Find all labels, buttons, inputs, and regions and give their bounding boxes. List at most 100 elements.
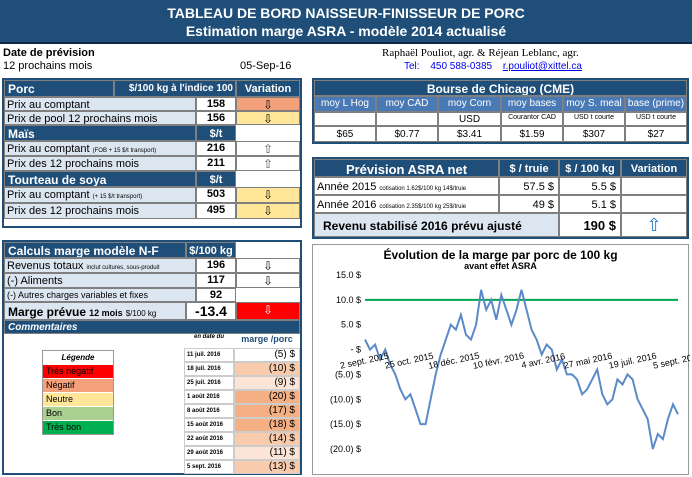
revenu-arrow-icon: ⇧ <box>621 213 687 237</box>
porc-spot-arrow-icon: ⇩ <box>236 97 300 111</box>
bourse-header: Bourse de Chicago (CME) <box>314 80 687 96</box>
porc-pool-value: 156 <box>196 111 236 125</box>
asra-col1: $ / truie <box>499 159 559 177</box>
calculs-panel: Calculs marge modèle N-F $/100 kg Revenu… <box>2 240 302 475</box>
chart-title: Évolution de la marge par porc de 100 kg <box>383 248 618 262</box>
history-marge: (17) $ <box>234 404 300 418</box>
tourteau-header: Tourteau de soya <box>4 171 196 187</box>
bourse-col-unit: USD <box>438 112 501 126</box>
legend-item: Bon <box>43 406 113 420</box>
mais-12m-arrow-icon: ⇧ <box>236 156 300 171</box>
date-label: Date de prévision <box>3 47 95 59</box>
history-date: 22 août 2016 <box>184 432 234 446</box>
chart-plot: 15.0 $ 10.0 $ 5.0 $ - $ (5.0) $ (10.0) $ (15.0… <box>330 271 690 454</box>
bourse-col-value: $65 <box>314 126 376 142</box>
history-date: 11 juil. 2016 <box>184 348 234 362</box>
tourteau-spot-value: 503 <box>196 187 236 203</box>
history-date: 15 août 2016 <box>184 418 234 432</box>
asra-panel: Prévision ASRA net $ / truie $ / 100 kg … <box>312 157 689 239</box>
history-date: 29 août 2016 <box>184 446 234 460</box>
porc-pool-label: Prix de pool 12 prochains mois <box>4 111 196 125</box>
y-tick-label: (10.0) $ <box>330 394 361 404</box>
x-tick-label: 5 sept. 2016 <box>652 351 690 371</box>
x-tick-label: 4 avr. 2016 <box>520 351 566 370</box>
history-date: 5 sept. 2016 <box>184 460 234 474</box>
history-date: 8 août 2016 <box>184 404 234 418</box>
bourse-col-unit: USD t courte <box>563 112 625 126</box>
y-tick-label: 15.0 $ <box>336 271 361 280</box>
asra-2015-v1: 57.5 $ <box>499 177 559 195</box>
tourteau-unit: $/t <box>196 171 236 187</box>
revenu-label: Revenu stabilisé 2016 prévu ajusté <box>314 213 559 237</box>
dashboard-banner: TABLEAU DE BORD NAISSEUR-FINISSEUR DE PO… <box>0 0 692 44</box>
revenu-value: 190 $ <box>559 213 621 237</box>
history-marge: (10) $ <box>234 362 300 376</box>
margin-chart: Évolution de la marge par porc de 100 kg… <box>312 244 690 475</box>
mais-12m-label: Prix des 12 prochains mois <box>4 156 196 171</box>
legend-title: Légende <box>61 353 95 362</box>
y-tick-label: (20.0) $ <box>330 444 361 454</box>
bourse-col-value: $3.41 <box>438 126 501 142</box>
x-tick-label: 2 sept. 2015 <box>339 351 390 371</box>
aliments-label: (-) Aliments <box>4 273 196 288</box>
porc-unit: $/100 kg à l'indice 100 <box>114 80 236 97</box>
porc-spot-value: 158 <box>196 97 236 111</box>
x-tick-label: 10 févr. 2016 <box>472 350 525 371</box>
bourse-col-unit: USD t courte <box>625 112 687 126</box>
x-tick-label: 19 juil. 2016 <box>608 351 658 371</box>
history-marge: (11) $ <box>234 446 300 460</box>
bourse-col-name: moy L Hog <box>314 96 376 112</box>
history-date-header: en date du <box>193 334 224 340</box>
tel-label: Tel: <box>404 61 420 72</box>
tourteau-12m-value: 495 <box>196 203 236 219</box>
banner-subtitle: Estimation marge ASRA - modèle 2014 actu… <box>185 23 507 39</box>
forecast-date: 05-Sep-16 <box>240 60 292 72</box>
marge-value: -13.4 <box>186 302 236 320</box>
bourse-col-unit <box>376 112 438 126</box>
email-link[interactable]: r.pouliot@xittel.ca <box>502 61 582 72</box>
marge-arrow-icon: ⇩ <box>236 302 300 320</box>
y-tick-label: - $ <box>350 345 361 355</box>
bourse-col-name: moy S. meal <box>563 96 625 112</box>
bourse-col-value: $1.59 <box>501 126 563 142</box>
bourse-col-unit: Courantor CAD <box>501 112 563 126</box>
revenus-label: Revenus totaux inclut cultures, sous-pro… <box>4 258 196 273</box>
mais-12m-value: 211 <box>196 156 236 171</box>
legend-item: Neutre <box>43 392 113 406</box>
history-marge: (13) $ <box>234 460 300 474</box>
asra-2016-variation <box>621 195 687 213</box>
y-tick-label: (5.0) $ <box>335 369 361 379</box>
mais-header: Maïs <box>4 125 196 141</box>
aliments-arrow-icon: ⇩ <box>236 273 300 288</box>
revenus-value: 196 <box>196 258 236 273</box>
bourse-panel: Bourse de Chicago (CME) moy L Hog $65 moy … <box>312 78 689 144</box>
marge-label: Marge prévue 12 mois $/100 kg <box>4 302 186 320</box>
mais-spot-label: Prix au comptant (FOB + 15 $/t transport… <box>4 141 196 156</box>
variation-header: Variation <box>236 80 300 97</box>
history-date: 18 juil. 2016 <box>184 362 234 376</box>
bourse-col-name: moy CAD <box>376 96 438 112</box>
bourse-col-name: moy Corn <box>438 96 501 112</box>
history-marge: (14) $ <box>234 432 300 446</box>
asra-2016-v1: 49 $ <box>499 195 559 213</box>
history-date: 1 août 2016 <box>184 390 234 404</box>
tourteau-12m-label: Prix des 12 prochains mois <box>4 203 196 219</box>
bourse-col-value: $27 <box>625 126 687 142</box>
contact[interactable]: Tel: 450 588-0385 r.pouliot@xittel.ca <box>404 61 582 72</box>
history-marge: (5) $ <box>234 348 300 362</box>
history-marge: (9) $ <box>234 376 300 390</box>
porc-spot-label: Prix au comptant <box>4 97 196 111</box>
y-tick-label: 10.0 $ <box>336 295 361 305</box>
mais-spot-value: 216 <box>196 141 236 156</box>
aliments-value: 117 <box>196 273 236 288</box>
mais-spot-arrow-icon: ⇧ <box>236 141 300 156</box>
calculs-header: Calculs marge modèle N-F <box>4 242 186 258</box>
asra-col3: Variation <box>621 159 687 177</box>
legend-item: Très bon <box>43 420 113 434</box>
legend-item: Négatif <box>43 378 113 392</box>
tourteau-spot-arrow-icon: ⇩ <box>236 187 300 203</box>
bourse-col-name: moy bases <box>501 96 563 112</box>
tel: 450 588-0385 <box>430 61 493 72</box>
bourse-col-value: $307 <box>563 126 625 142</box>
y-tick-label: (15.0) $ <box>330 419 361 429</box>
